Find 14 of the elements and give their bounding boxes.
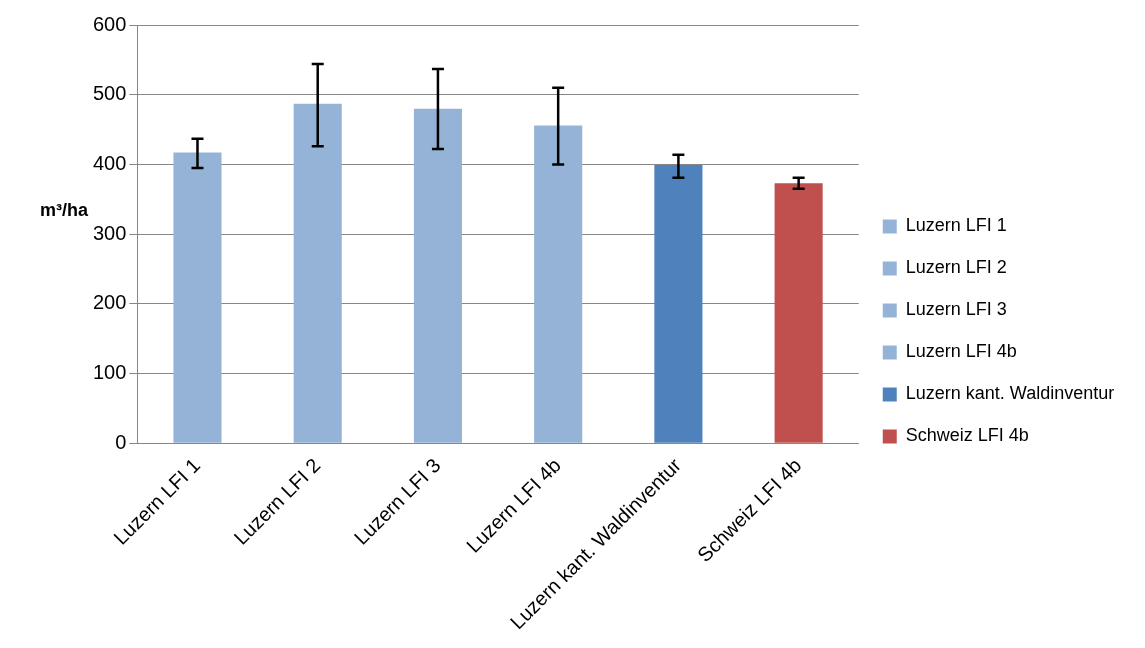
y-tick-label: 100: [92, 361, 127, 384]
y-tick-label: 500: [92, 82, 127, 105]
legend-label: Luzern LFI 3: [905, 299, 1007, 320]
y-tick-label: 0: [115, 430, 127, 453]
legend-label: Luzern LFI 2: [905, 257, 1007, 278]
y-tick-label: 600: [92, 12, 127, 35]
y-tick-label: 300: [92, 221, 127, 244]
y-axis-title: m³/ha: [40, 200, 89, 221]
y-tick-label: 400: [92, 151, 127, 174]
legend-label: Luzern LFI 1: [905, 215, 1007, 236]
legend-label: Luzern kant. Waldinventur: [905, 383, 1115, 404]
legend-label: Schweiz LFI 4b: [905, 425, 1029, 446]
y-tick-label: 200: [92, 291, 127, 314]
legend-label: Luzern LFI 4b: [905, 341, 1017, 362]
